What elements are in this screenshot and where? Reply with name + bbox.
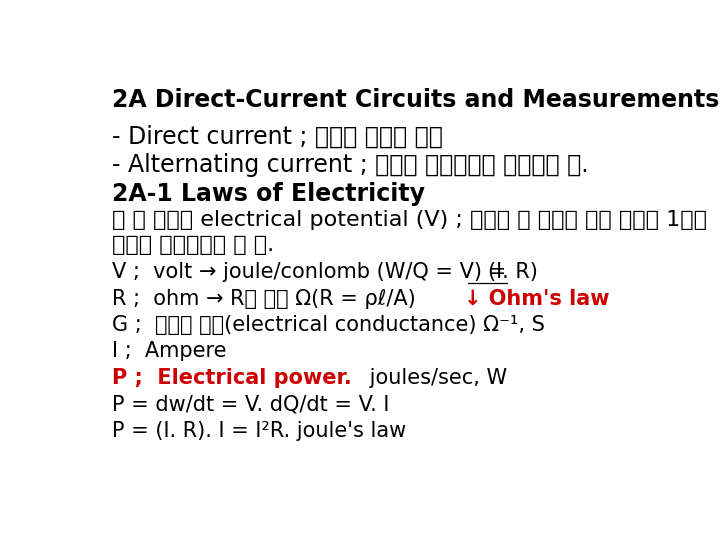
Text: 두 점 사이의 electrical potential (V) ; 공간의 한 점에서 다른 점까지 1개의: 두 점 사이의 electrical potential (V) ; 공간의 한… [112, 210, 707, 231]
Text: 2A Direct-Current Circuits and Measurements: 2A Direct-Current Circuits and Measureme… [112, 87, 720, 112]
Text: ↓ Ohm's law: ↓ Ohm's law [464, 288, 609, 308]
Text: - Alternating current ; 전하가 주기적으로 변화하는 것.: - Alternating current ; 전하가 주기적으로 변화하는 것… [112, 153, 589, 177]
Text: 전하를 움직이는데 는 일.: 전하를 움직이는데 는 일. [112, 235, 274, 255]
Text: 2A-1 Laws of Electricity: 2A-1 Laws of Electricity [112, 182, 426, 206]
Text: - Direct current ; 전하가 시간에 비례: - Direct current ; 전하가 시간에 비례 [112, 125, 444, 149]
Text: R ;  ohm → R의 단위 Ω(R = ρℓ/A): R ; ohm → R의 단위 Ω(R = ρℓ/A) [112, 288, 482, 308]
Text: P ;  Electrical power.: P ; Electrical power. [112, 368, 352, 388]
Text: P = dw/dt = V. dQ/dt = V. I: P = dw/dt = V. dQ/dt = V. I [112, 395, 390, 415]
Text: G ;  저항의 역수(electrical conductance) Ω⁻¹, S: G ; 저항의 역수(electrical conductance) Ω⁻¹, … [112, 315, 545, 335]
Text: P = (I. R). I = I²R. joule's law: P = (I. R). I = I²R. joule's law [112, 421, 407, 441]
Text: (I. R): (I. R) [487, 262, 538, 282]
Text: I ;  Ampere: I ; Ampere [112, 341, 227, 361]
Text: V ;  volt → joule/conlomb (W/Q = V) =: V ; volt → joule/conlomb (W/Q = V) = [112, 262, 513, 282]
Text: joules/sec, W: joules/sec, W [363, 368, 507, 388]
